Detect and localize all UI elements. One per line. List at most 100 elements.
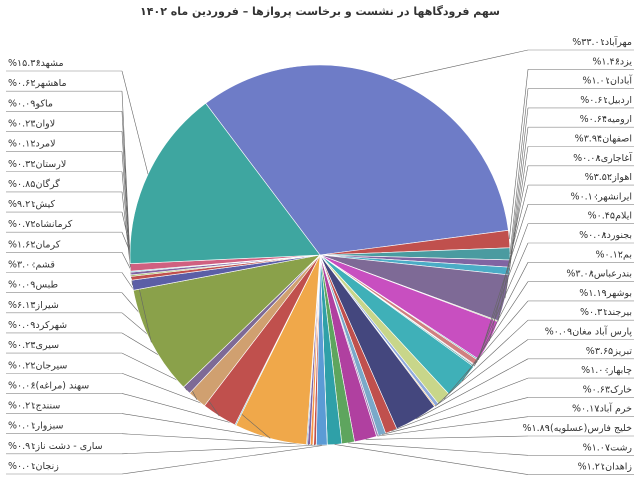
category-label: سهند (مراغه):: [32, 380, 89, 391]
value-label: ۰.۰۹%: [8, 98, 35, 109]
slice-label: آغاجاری:۰.۰۸%: [573, 150, 632, 163]
slice-label: خرم آباد:۰.۱۷%: [572, 401, 632, 414]
slice-label: بوشهر:۱.۱۹%: [579, 287, 632, 298]
category-label: سبزوار:: [32, 420, 63, 431]
slice-label: یزد:۱.۴۶%: [592, 56, 632, 67]
value-label: ۳.۰۰%: [8, 259, 35, 270]
slice-label: مهرآباد:۳۳.۰۱%: [572, 35, 632, 48]
leader-line: [121, 433, 317, 446]
category-label: اردبیل:: [605, 94, 632, 105]
slice-label: ایرانشهر:۰.۱۰%: [571, 191, 632, 202]
category-label: زنجان:: [32, 461, 59, 472]
category-label: خارک:: [607, 384, 632, 395]
category-label: زاهدان:: [602, 461, 632, 472]
slice-label: رشت:۱.۰۷%: [583, 442, 633, 453]
slice-label: زنجان:۰.۰۱%: [8, 461, 59, 472]
slice-label: سهند (مراغه):۰.۰۶%: [8, 380, 89, 391]
leader-line: [473, 262, 529, 367]
value-label: ۰.۰۶%: [8, 380, 35, 391]
value-label: ۰.۰۸%: [579, 230, 606, 241]
category-label: ایرانشهر:: [595, 191, 632, 202]
category-label: لاوان:: [32, 118, 55, 129]
value-label: ۰.۲۱%: [8, 400, 35, 411]
leader-line: [334, 444, 529, 475]
value-label: ۰.۳۱%: [580, 307, 607, 318]
leader-line: [365, 435, 529, 440]
value-label: ۱.۲۱%: [578, 461, 605, 472]
pie-slice: [129, 102, 321, 265]
leader-line: [478, 204, 529, 360]
category-label: شهرکرد:: [32, 319, 67, 330]
leader-line: [382, 397, 529, 435]
category-label: لارستان:: [32, 158, 66, 169]
leader-line: [377, 416, 529, 437]
slice-label: زاهدان:۱.۲۱%: [578, 461, 633, 472]
leader-line: [489, 185, 529, 342]
slice-label: سیری:۰.۲۳%: [8, 340, 59, 351]
category-label: طبس:: [32, 279, 58, 290]
value-label: ۹.۲۱%: [8, 199, 35, 210]
slice-label: چابهار:۱.۰۰%: [581, 365, 632, 376]
slice-label: بیرجند:۰.۳۱%: [580, 307, 632, 318]
value-label: ۰.۰۹%: [8, 319, 35, 330]
value-label: ۰.۲۳%: [8, 340, 35, 351]
category-label: ماهشهر:: [32, 78, 66, 89]
slice-label: مشهد:۱۵.۳۶%: [8, 58, 64, 69]
leader-line: [509, 69, 529, 240]
leader-line: [121, 444, 328, 475]
value-label: ۰.۶۴%: [580, 114, 607, 125]
category-label: کرمان:: [32, 239, 60, 250]
value-label: ۰.۰۹%: [8, 279, 35, 290]
leader-line: [509, 107, 529, 264]
slice-label: اهواز:۳.۵۲%: [585, 172, 632, 183]
category-label: بجنورد:: [603, 230, 632, 241]
value-label: ۰.۶۲%: [8, 78, 35, 89]
leader-line: [393, 49, 529, 81]
slice-label: بم:۰.۱۲%: [595, 249, 632, 260]
value-label: ۰.۱۷%: [572, 403, 599, 414]
value-label: ۳.۶۵%: [586, 345, 613, 356]
category-label: ارومیه:: [604, 114, 632, 125]
value-label: ۳.۵۲%: [585, 172, 612, 183]
category-label: خرم آباد:: [596, 401, 632, 414]
slice-label: سیرجان:۰.۲۲%: [8, 360, 67, 371]
value-label: ۱.۰۷%: [583, 442, 610, 453]
category-label: قشم:: [32, 259, 55, 270]
slice-label: ایلام:۰.۴۵%: [588, 210, 632, 221]
value-label: ۳۳.۰۱%: [572, 37, 604, 48]
category-label: اهواز:: [609, 172, 632, 183]
category-label: بوشهر:: [604, 287, 632, 298]
value-label: ۰.۰۹%: [545, 326, 572, 337]
leader-line: [391, 377, 529, 432]
category-label: چابهار:: [606, 365, 633, 376]
leader-line: [436, 319, 529, 406]
slice-label: پارس آباد مغان:۰.۰۹%: [545, 324, 633, 337]
leader-line: [416, 358, 529, 420]
slice-label: کرمانشاه:۰.۷۲%: [8, 219, 73, 230]
slice-label: سبزوار:۰.۰۱%: [8, 420, 63, 431]
slice-label: آبادان:۱.۰۱%: [582, 73, 632, 86]
category-label: پارس آباد مغان:: [569, 324, 632, 337]
value-label: ۰.۲۳%: [8, 118, 35, 129]
leader-line: [476, 223, 529, 363]
category-label: رشت:: [607, 442, 632, 453]
category-label: شیراز:: [32, 299, 59, 310]
value-label: ۰.۶۱%: [580, 94, 607, 105]
value-label: ۱.۸۹%: [522, 423, 549, 434]
value-label: ۰.۰۱%: [8, 420, 35, 431]
value-label: ۰.۳۲%: [8, 158, 35, 169]
value-label: ۰.۱۲%: [8, 138, 35, 149]
category-label: اصفهان:: [599, 133, 632, 144]
category-label: بم:: [620, 249, 632, 260]
leader-line: [443, 300, 529, 400]
value-label: ۱.۴۶%: [592, 56, 619, 67]
value-label: ۰.۴۵%: [588, 210, 615, 221]
category-label: سیری:: [32, 340, 59, 351]
category-label: خلیج فارس(عسلویه):: [547, 423, 632, 434]
slice-label: ارومیه:۰.۶۴%: [580, 114, 632, 125]
leader-line: [504, 146, 529, 299]
slice-label: شهرکرد:۰.۰۹%: [8, 319, 67, 330]
slice-label: بجنورد:۰.۰۸%: [579, 230, 632, 241]
value-label: ۰.۷۲%: [8, 219, 35, 230]
